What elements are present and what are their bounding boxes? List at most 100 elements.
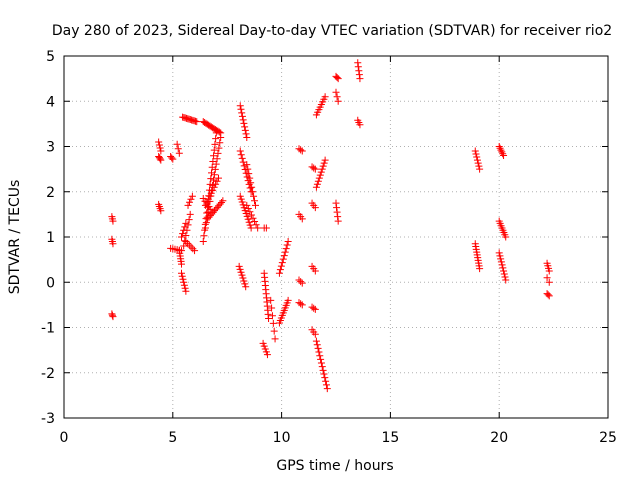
data-point <box>356 75 364 83</box>
data-point <box>317 359 325 367</box>
data-point <box>155 138 163 146</box>
data-point <box>210 183 218 191</box>
data-point <box>109 217 117 225</box>
data-point <box>311 267 319 275</box>
data-point <box>212 180 220 188</box>
data-point <box>157 147 165 155</box>
data-point <box>254 224 262 232</box>
data-point <box>219 197 227 205</box>
data-point <box>210 152 218 160</box>
data-point <box>334 97 342 105</box>
data-point <box>169 155 177 163</box>
data-point <box>244 165 252 173</box>
data-point <box>178 233 186 241</box>
data-point <box>499 150 507 158</box>
data-point <box>317 168 325 176</box>
data-point <box>545 278 553 286</box>
data-point <box>188 192 196 200</box>
data-point <box>323 385 331 393</box>
data-point <box>320 159 328 167</box>
y-tick-label: -3 <box>41 411 55 427</box>
data-point <box>193 118 201 126</box>
data-point <box>211 165 219 173</box>
data-point <box>265 314 273 322</box>
data-point <box>108 311 116 319</box>
data-point <box>210 176 218 184</box>
data-point <box>242 210 250 218</box>
data-point <box>315 348 323 356</box>
data-point <box>268 312 276 320</box>
data-points <box>108 59 553 393</box>
data-point <box>186 210 194 218</box>
data-point <box>496 144 504 152</box>
data-point <box>311 305 319 313</box>
data-point <box>246 208 254 216</box>
data-point <box>314 344 322 352</box>
data-point <box>182 287 190 295</box>
data-point <box>236 102 244 110</box>
data-point <box>187 243 195 251</box>
data-point <box>334 75 342 83</box>
data-point <box>298 147 306 155</box>
data-point <box>473 153 481 161</box>
data-point <box>247 211 255 219</box>
data-point <box>200 232 208 240</box>
data-point <box>319 366 327 374</box>
data-point <box>498 261 506 269</box>
data-point <box>497 258 505 266</box>
data-point <box>238 198 246 206</box>
data-point <box>298 279 306 287</box>
data-point <box>238 112 246 120</box>
data-point <box>182 231 190 239</box>
data-point <box>210 146 218 154</box>
x-tick-label: 10 <box>273 430 291 446</box>
data-point <box>214 174 222 182</box>
data-point <box>109 240 117 248</box>
data-point <box>174 145 182 153</box>
data-point <box>157 207 165 215</box>
data-point <box>332 88 340 96</box>
data-point <box>498 148 506 156</box>
data-point <box>213 177 221 185</box>
data-point <box>246 184 254 192</box>
data-point <box>475 162 483 170</box>
data-point <box>321 374 329 382</box>
data-point <box>239 274 247 282</box>
x-tick-label: 0 <box>60 430 69 446</box>
data-point <box>545 267 553 275</box>
data-point <box>247 179 255 187</box>
data-point <box>237 268 245 276</box>
data-point <box>501 273 509 281</box>
data-point <box>185 216 193 224</box>
data-point <box>497 255 505 263</box>
data-point <box>311 330 319 338</box>
data-point <box>206 192 214 200</box>
data-point <box>215 144 223 152</box>
data-point <box>269 319 277 327</box>
data-point <box>201 224 209 232</box>
data-point <box>356 121 364 129</box>
y-tick-label: 4 <box>46 94 55 110</box>
data-point <box>313 341 321 349</box>
data-point <box>243 161 251 169</box>
data-point <box>251 197 259 205</box>
y-tick-label: -2 <box>41 366 55 382</box>
data-point <box>182 238 190 246</box>
data-point <box>474 159 482 167</box>
data-point <box>250 192 258 200</box>
data-point <box>249 188 257 196</box>
data-point <box>207 189 215 197</box>
data-point <box>310 164 318 172</box>
data-point <box>178 272 186 280</box>
data-point <box>495 249 503 257</box>
data-point <box>187 195 195 203</box>
data-point <box>180 278 188 286</box>
data-point <box>185 241 193 249</box>
data-point <box>278 259 286 267</box>
data-point <box>298 215 306 223</box>
data-point <box>247 224 255 232</box>
data-point <box>156 144 164 152</box>
data-point <box>279 255 287 263</box>
data-point <box>499 264 507 272</box>
data-point <box>354 63 362 71</box>
